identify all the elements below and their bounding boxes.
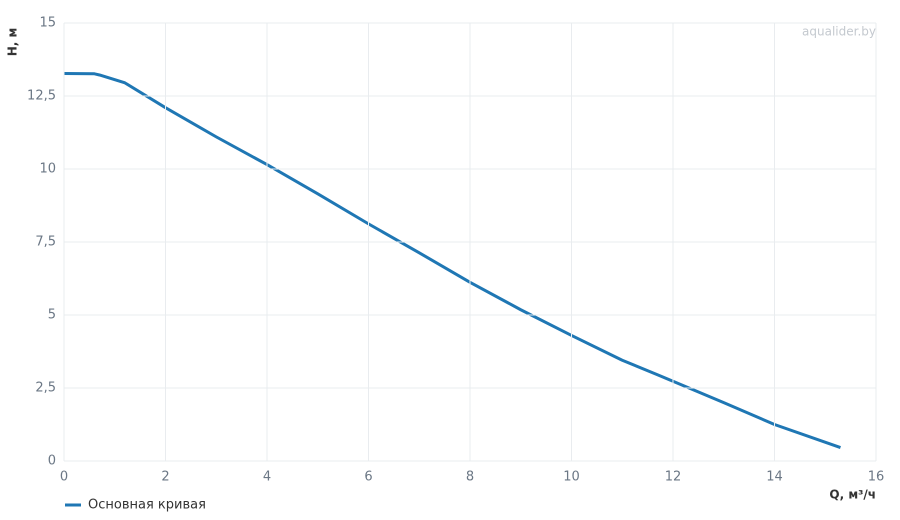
x-tick-label: 2	[161, 470, 169, 485]
y-tick-label: 5	[48, 308, 56, 323]
watermark: aqualider.by	[802, 25, 876, 39]
legend-label: Основная кривая	[88, 498, 206, 513]
x-tick-label: 8	[466, 470, 474, 485]
x-tick-label: 10	[563, 470, 580, 485]
y-tick-label: 2,5	[35, 381, 56, 396]
data-line	[63, 72, 841, 449]
x-axis-label: Q, м³/ч	[829, 488, 876, 502]
legend[interactable]: Основная кривая	[65, 498, 206, 513]
x-tick-label: 14	[766, 470, 783, 485]
x-tick-label: 16	[868, 470, 885, 485]
x-tick-label: 0	[60, 470, 68, 485]
y-tick-label: 10	[39, 162, 56, 177]
y-tick-label: 15	[39, 16, 56, 31]
x-tick-label: 4	[263, 470, 271, 485]
y-tick-label: 7,5	[35, 235, 56, 250]
y-tick-label: 12,5	[27, 89, 56, 104]
x-tick-label: 6	[364, 470, 372, 485]
x-tick-label: 12	[665, 470, 682, 485]
plot-area	[63, 72, 841, 449]
y-axis-label: H, м	[6, 28, 20, 57]
y-tick-label: 0	[48, 454, 56, 469]
